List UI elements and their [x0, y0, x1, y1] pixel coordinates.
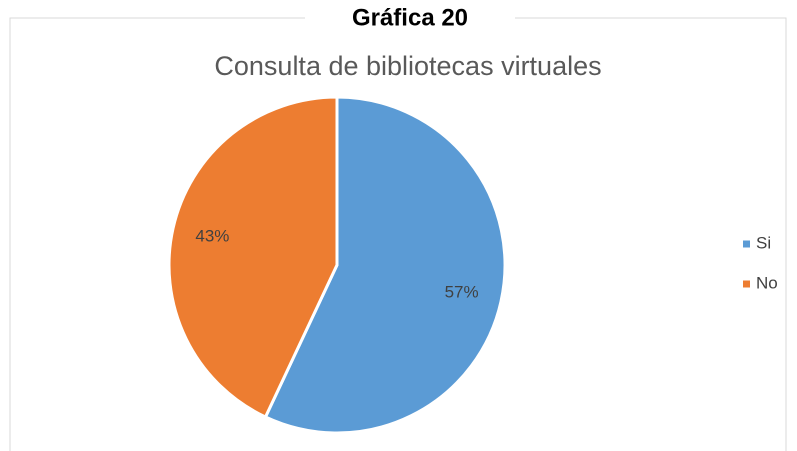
- data-label: 57%: [445, 282, 479, 301]
- legend-label: No: [756, 273, 778, 292]
- title-backing: [305, 2, 515, 34]
- pie-slice: [167, 95, 339, 420]
- legend-label: Si: [756, 233, 771, 252]
- legend-swatch: [743, 240, 750, 248]
- pie-slice: [263, 95, 507, 435]
- legend-swatch: [743, 280, 750, 288]
- chart-subtitle: Consulta de bibliotecas virtuales: [214, 51, 601, 81]
- chart-title: Gráfica 20: [352, 4, 468, 31]
- data-label: 43%: [195, 227, 229, 246]
